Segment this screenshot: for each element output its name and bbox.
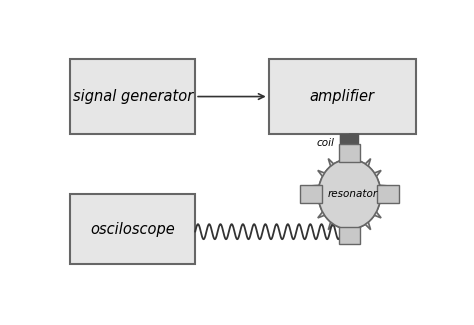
Text: signal generator: signal generator: [73, 89, 193, 104]
FancyBboxPatch shape: [70, 194, 195, 264]
Text: amplifier: amplifier: [310, 89, 374, 104]
FancyBboxPatch shape: [339, 144, 360, 162]
FancyBboxPatch shape: [339, 227, 360, 244]
Polygon shape: [312, 152, 387, 236]
FancyBboxPatch shape: [70, 59, 195, 134]
Text: resonator: resonator: [328, 189, 378, 199]
Text: coil: coil: [317, 138, 335, 148]
FancyBboxPatch shape: [269, 59, 416, 134]
FancyBboxPatch shape: [300, 185, 322, 203]
FancyBboxPatch shape: [377, 185, 399, 203]
Ellipse shape: [318, 159, 381, 229]
Text: osciloscope: osciloscope: [91, 222, 175, 237]
